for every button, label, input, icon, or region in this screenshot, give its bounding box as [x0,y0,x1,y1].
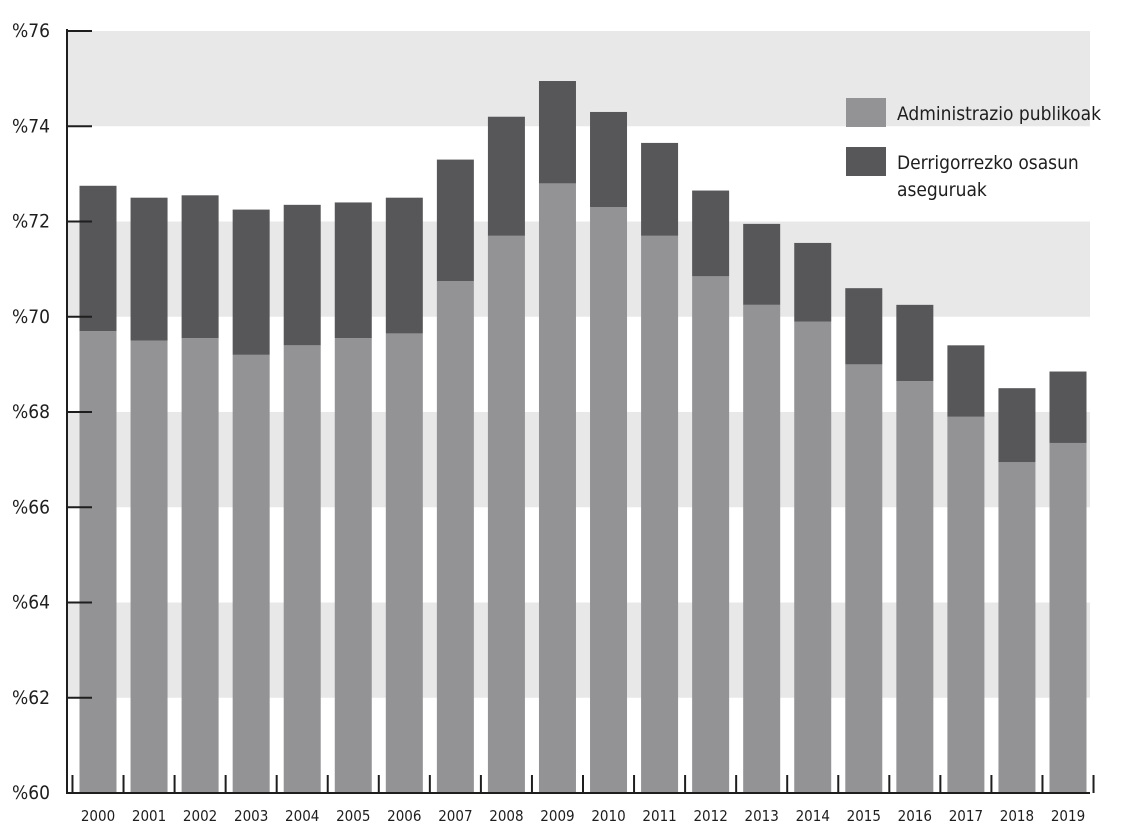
grid-band [67,602,1090,698]
bar-segment-administrazio-publikoak [232,354,270,793]
x-tick-label: 2002 [183,807,217,825]
bar-segment-administrazio-publikoak [130,340,168,793]
y-tick-label: %64 [12,592,50,614]
x-tick-label: 2012 [693,807,727,825]
x-tick-label: 2003 [234,807,268,825]
bar-segment-derrigorrezko-osasun-aseguruak [641,142,679,236]
bar-segment-administrazio-publikoak [947,416,985,793]
x-tick-label: 2006 [387,807,421,825]
bar-segment-administrazio-publikoak [794,321,832,793]
grid-band [67,221,1090,317]
y-tick-label: %70 [12,306,50,328]
x-tick-label: 2014 [796,807,830,825]
legend-label-line: Derrigorrezko osasun [897,152,1079,174]
legend-label-line: aseguruak [897,179,987,201]
bar-segment-administrazio-publikoak [538,183,576,793]
bar-segment-derrigorrezko-osasun-aseguruak [436,159,474,282]
x-tick-label: 2000 [81,807,115,825]
bar-segment-derrigorrezko-osasun-aseguruak [896,304,934,382]
x-tick-label: 2004 [285,807,319,825]
bar-segment-derrigorrezko-osasun-aseguruak [79,185,117,332]
bar-segment-derrigorrezko-osasun-aseguruak [845,288,883,365]
legend-swatch [846,98,886,127]
x-tick-label: 2011 [642,807,676,825]
bar-segment-administrazio-publikoak [487,235,525,794]
bar-segment-derrigorrezko-osasun-aseguruak [130,197,168,341]
x-axis-ticks: 2000 2001 2002 2003 2004 2005 2006 2007 2008 2009… [71,775,1095,825]
x-tick-label: 2007 [438,807,472,825]
bar-segment-derrigorrezko-osasun-aseguruak [181,195,219,339]
legend-label: Derrigorrezko osasun aseguruak [897,152,1079,201]
x-tick-label: 2016 [898,807,932,825]
bar-segment-administrazio-publikoak [845,364,883,793]
x-tick-label: 2017 [949,807,983,825]
bar-segment-administrazio-publikoak [743,304,781,793]
y-tick-label: %74 [12,115,50,137]
bar-segment-administrazio-publikoak [334,338,372,793]
bar-segment-derrigorrezko-osasun-aseguruak [334,202,372,339]
bar-segment-derrigorrezko-osasun-aseguruak [232,209,270,355]
bar-segment-derrigorrezko-osasun-aseguruak [743,223,781,305]
legend: Administrazio publikoak Derrigorrezko osa… [846,98,1101,201]
x-tick-label: 2015 [847,807,881,825]
y-axis-ticks: %60 %62 %64 %66 %68 %70 %72 %74 %76 [12,20,92,804]
x-tick-label: 2001 [132,807,166,825]
bar-segment-administrazio-publikoak [641,235,679,794]
y-tick-label: %72 [12,211,50,233]
legend-label: Administrazio publikoak [897,103,1101,125]
x-tick-label: 2005 [336,807,370,825]
bar-segment-derrigorrezko-osasun-aseguruak [590,111,628,208]
bar-segment-administrazio-publikoak [1049,442,1087,793]
bar-segment-derrigorrezko-osasun-aseguruak [998,388,1036,463]
bar-segment-derrigorrezko-osasun-aseguruak [947,345,985,417]
bar-segment-derrigorrezko-osasun-aseguruak [692,190,730,277]
x-tick-label: 2013 [745,807,779,825]
x-tick-label: 2009 [540,807,574,825]
y-tick-label: %60 [12,782,50,804]
y-tick-label: %66 [12,496,50,518]
x-tick-label: 2019 [1051,807,1085,825]
y-tick-label: %62 [12,687,50,709]
x-tick-label: 2008 [489,807,523,825]
background-bands [67,31,1090,698]
bar-segment-administrazio-publikoak [181,338,219,793]
bar-segment-administrazio-publikoak [385,333,423,793]
bar-segment-derrigorrezko-osasun-aseguruak [1049,371,1087,443]
legend-swatch [846,147,886,176]
grid-band [67,412,1090,508]
bar-segment-derrigorrezko-osasun-aseguruak [487,116,525,236]
legend-label-line: Administrazio publikoak [897,103,1101,125]
bar-segment-administrazio-publikoak [590,207,628,793]
bar-segment-derrigorrezko-osasun-aseguruak [385,197,423,334]
bar-segment-derrigorrezko-osasun-aseguruak [794,242,832,322]
bar-segment-administrazio-publikoak [896,381,934,793]
bars [79,81,1087,794]
bar-segment-administrazio-publikoak [436,281,474,793]
bar-segment-administrazio-publikoak [998,462,1036,793]
x-tick-label: 2010 [591,807,625,825]
grid-band [67,31,1090,127]
bar-segment-derrigorrezko-osasun-aseguruak [538,81,576,184]
y-tick-label: %68 [12,401,50,423]
bar-segment-derrigorrezko-osasun-aseguruak [283,204,321,346]
bar-segment-administrazio-publikoak [79,331,117,793]
x-tick-label: 2018 [1000,807,1034,825]
bar-segment-administrazio-publikoak [692,276,730,793]
y-tick-label: %76 [12,20,50,42]
bar-segment-administrazio-publikoak [283,345,321,793]
